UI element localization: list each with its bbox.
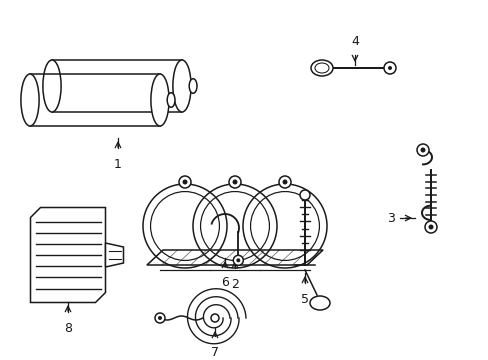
Circle shape — [179, 176, 191, 188]
Circle shape — [424, 221, 436, 233]
Circle shape — [228, 176, 241, 188]
Circle shape — [282, 180, 287, 184]
Circle shape — [236, 258, 240, 262]
Circle shape — [279, 176, 290, 188]
Text: 3: 3 — [386, 211, 394, 225]
Circle shape — [383, 62, 395, 74]
Circle shape — [158, 316, 162, 320]
Polygon shape — [30, 207, 105, 302]
Circle shape — [233, 255, 243, 265]
Ellipse shape — [21, 74, 39, 126]
Ellipse shape — [173, 60, 191, 112]
Ellipse shape — [167, 93, 175, 107]
Ellipse shape — [310, 60, 332, 76]
Circle shape — [387, 66, 391, 70]
Text: 1: 1 — [114, 158, 122, 171]
Circle shape — [210, 314, 219, 322]
Circle shape — [420, 148, 425, 153]
Text: 6: 6 — [221, 276, 228, 289]
Circle shape — [232, 180, 237, 184]
Polygon shape — [105, 243, 123, 267]
Text: 8: 8 — [64, 322, 72, 335]
Ellipse shape — [43, 60, 61, 112]
Circle shape — [299, 190, 309, 200]
Circle shape — [155, 313, 164, 323]
Ellipse shape — [151, 74, 169, 126]
Circle shape — [416, 144, 428, 156]
Text: 2: 2 — [231, 278, 239, 291]
Ellipse shape — [309, 296, 329, 310]
Circle shape — [427, 225, 433, 230]
Text: 7: 7 — [210, 346, 219, 359]
Ellipse shape — [189, 79, 197, 93]
Polygon shape — [147, 250, 323, 265]
Circle shape — [182, 180, 187, 184]
Text: 4: 4 — [350, 35, 358, 48]
Text: 5: 5 — [301, 293, 308, 306]
